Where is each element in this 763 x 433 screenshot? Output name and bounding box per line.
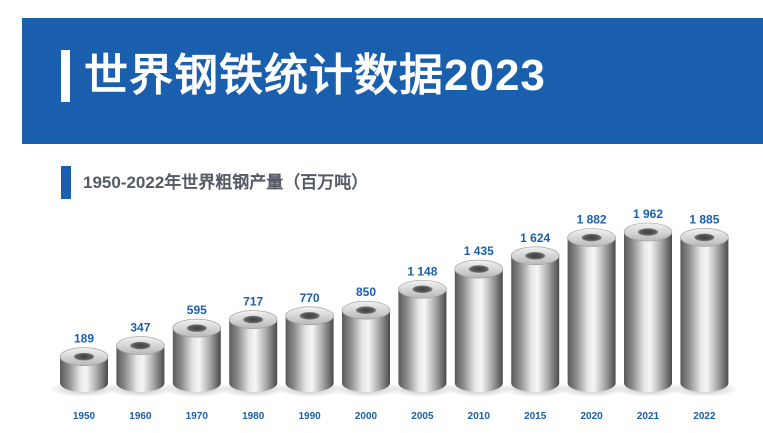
bar-body xyxy=(511,255,560,392)
bar-body xyxy=(680,237,729,392)
subtitle-accent-bar xyxy=(61,166,71,199)
bar-body xyxy=(116,345,165,392)
bar-1950: 189 1950 xyxy=(50,332,118,422)
bar-hole xyxy=(186,324,207,332)
bar-2020: 1 882 2020 xyxy=(557,213,626,422)
title-banner: 世界钢铁统计数据2023 xyxy=(22,18,763,144)
bar-1980: 717 1980 xyxy=(219,295,288,422)
page-title: 世界钢铁统计数据2023 xyxy=(84,51,546,100)
bar-body xyxy=(454,269,503,392)
value-label: 717 xyxy=(243,295,263,309)
bar-hole xyxy=(694,233,715,242)
value-label: 1 148 xyxy=(407,264,437,278)
bar-body xyxy=(342,310,390,392)
x-tick-label: 1960 xyxy=(129,411,152,422)
x-tick-label: 2000 xyxy=(355,411,378,422)
bar-2022: 1 885 2022 xyxy=(670,212,739,422)
x-tick-label: 2020 xyxy=(580,411,603,422)
bar-hole xyxy=(243,315,264,324)
bar-body xyxy=(172,328,221,392)
x-tick-label: 2005 xyxy=(411,411,434,422)
bar-2010: 1 435 2010 xyxy=(444,244,513,422)
bar-hole xyxy=(73,352,95,361)
x-tick-label: 1970 xyxy=(186,411,209,422)
value-label: 1 962 xyxy=(633,207,663,221)
value-label: 1 882 xyxy=(577,213,607,227)
bar-2005: 1 148 2005 xyxy=(388,264,457,422)
bar-hole xyxy=(412,285,433,294)
x-tick-label: 2022 xyxy=(693,411,716,422)
bar-1990: 770 1990 xyxy=(275,291,344,422)
x-tick-label: 1990 xyxy=(298,411,321,422)
bar-2015: 1 624 2015 xyxy=(501,231,570,422)
banner-accent-bar xyxy=(61,50,70,102)
x-tick-label: 2010 xyxy=(468,411,491,422)
value-label: 1 885 xyxy=(689,212,719,226)
bar-2000: 850 2000 xyxy=(332,285,400,422)
bar-hole xyxy=(525,251,546,260)
x-tick-label: 1950 xyxy=(73,411,96,422)
bar-hole xyxy=(130,341,151,350)
value-label: 595 xyxy=(187,303,207,317)
value-label: 850 xyxy=(356,285,376,299)
bar-hole xyxy=(299,312,320,320)
value-label: 1 624 xyxy=(520,231,550,245)
x-tick-label: 2021 xyxy=(637,411,660,422)
bar-hole xyxy=(581,233,602,242)
bar-body xyxy=(285,315,334,392)
bar-body xyxy=(398,289,447,392)
chart-title: 1950-2022年世界粗钢产量（百万吨） xyxy=(83,173,369,192)
x-tick-label: 1980 xyxy=(242,411,265,422)
value-label: 189 xyxy=(74,332,94,346)
bar-hole xyxy=(637,228,659,236)
bars-group: 189 1950 347 1960 595 1970 717 1980 770 1990 850 20… xyxy=(50,207,739,422)
bar-body xyxy=(567,237,616,392)
bar-2021: 1 962 2021 xyxy=(614,207,682,422)
bar-body xyxy=(229,319,278,392)
value-label: 347 xyxy=(130,321,150,335)
bar-1970: 595 1970 xyxy=(162,303,231,422)
bar-hole xyxy=(468,265,489,273)
x-tick-label: 2015 xyxy=(524,411,547,422)
value-label: 770 xyxy=(300,291,320,305)
value-label: 1 435 xyxy=(464,244,494,258)
bar-hole xyxy=(355,306,377,314)
bar-1960: 347 1960 xyxy=(106,321,175,422)
bar-body xyxy=(60,356,108,392)
bar-body xyxy=(624,232,672,392)
